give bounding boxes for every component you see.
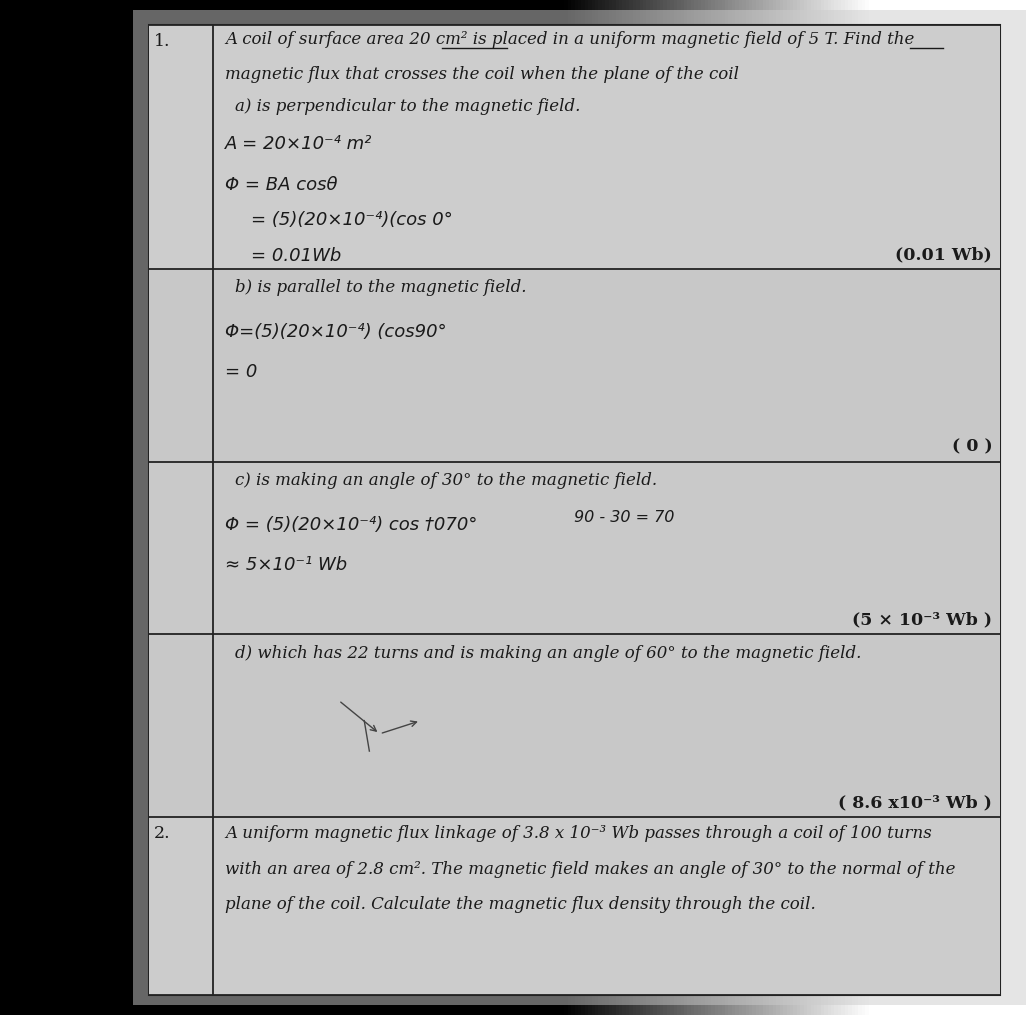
Text: with an area of 2.8 cm². The magnetic field makes an angle of 30° to the normal : with an area of 2.8 cm². The magnetic fi… — [225, 861, 955, 878]
Text: A = 20×10⁻⁴ m²: A = 20×10⁻⁴ m² — [225, 135, 372, 153]
FancyBboxPatch shape — [149, 817, 1000, 995]
FancyBboxPatch shape — [149, 634, 1000, 817]
Text: 90 - 30 = 70: 90 - 30 = 70 — [574, 510, 674, 525]
Text: = 0.01Wb: = 0.01Wb — [250, 247, 341, 265]
Text: ≈ 5×10⁻¹ Wb: ≈ 5×10⁻¹ Wb — [225, 556, 347, 574]
Text: 1.: 1. — [154, 33, 170, 51]
Text: b) is parallel to the magnetic field.: b) is parallel to the magnetic field. — [235, 279, 526, 296]
Text: d) which has 22 turns and is making an angle of 60° to the magnetic field.: d) which has 22 turns and is making an a… — [235, 645, 862, 662]
Text: A coil of surface area 20 cm² is placed in a uniform magnetic field of 5 T. Find: A coil of surface area 20 cm² is placed … — [225, 31, 914, 49]
Text: = (5)(20×10⁻⁴)(cos 0°: = (5)(20×10⁻⁴)(cos 0° — [250, 211, 452, 229]
Text: A uniform magnetic flux linkage of 3.8 x 10⁻³ Wb passes through a coil of 100 tu: A uniform magnetic flux linkage of 3.8 x… — [225, 825, 932, 842]
Text: Φ=(5)(20×10⁻⁴) (cos90°: Φ=(5)(20×10⁻⁴) (cos90° — [225, 323, 446, 341]
Text: Φ = BA cosθ: Φ = BA cosθ — [225, 176, 338, 194]
Text: 2.: 2. — [154, 825, 170, 842]
Text: (5 × 10⁻³ Wb ): (5 × 10⁻³ Wb ) — [853, 611, 992, 628]
Text: Φ = (5)(20×10⁻⁴) cos †070°: Φ = (5)(20×10⁻⁴) cos †070° — [225, 516, 477, 534]
FancyBboxPatch shape — [133, 10, 1026, 1005]
FancyBboxPatch shape — [149, 25, 1000, 269]
Text: (0.01 Wb): (0.01 Wb) — [896, 246, 992, 263]
Text: plane of the coil. Calculate the magnetic flux density through the coil.: plane of the coil. Calculate the magneti… — [225, 896, 816, 914]
Text: ( 8.6 x10⁻³ Wb ): ( 8.6 x10⁻³ Wb ) — [838, 794, 992, 811]
FancyBboxPatch shape — [149, 269, 1000, 462]
Text: c) is making an angle of 30° to the magnetic field.: c) is making an angle of 30° to the magn… — [235, 472, 658, 489]
FancyBboxPatch shape — [149, 25, 1000, 995]
Text: a) is perpendicular to the magnetic field.: a) is perpendicular to the magnetic fiel… — [235, 98, 581, 116]
Text: ( 0 ): ( 0 ) — [951, 438, 992, 456]
Text: = 0: = 0 — [225, 363, 258, 382]
Text: magnetic flux that crosses the coil when the plane of the coil: magnetic flux that crosses the coil when… — [225, 66, 739, 83]
FancyBboxPatch shape — [149, 462, 1000, 634]
